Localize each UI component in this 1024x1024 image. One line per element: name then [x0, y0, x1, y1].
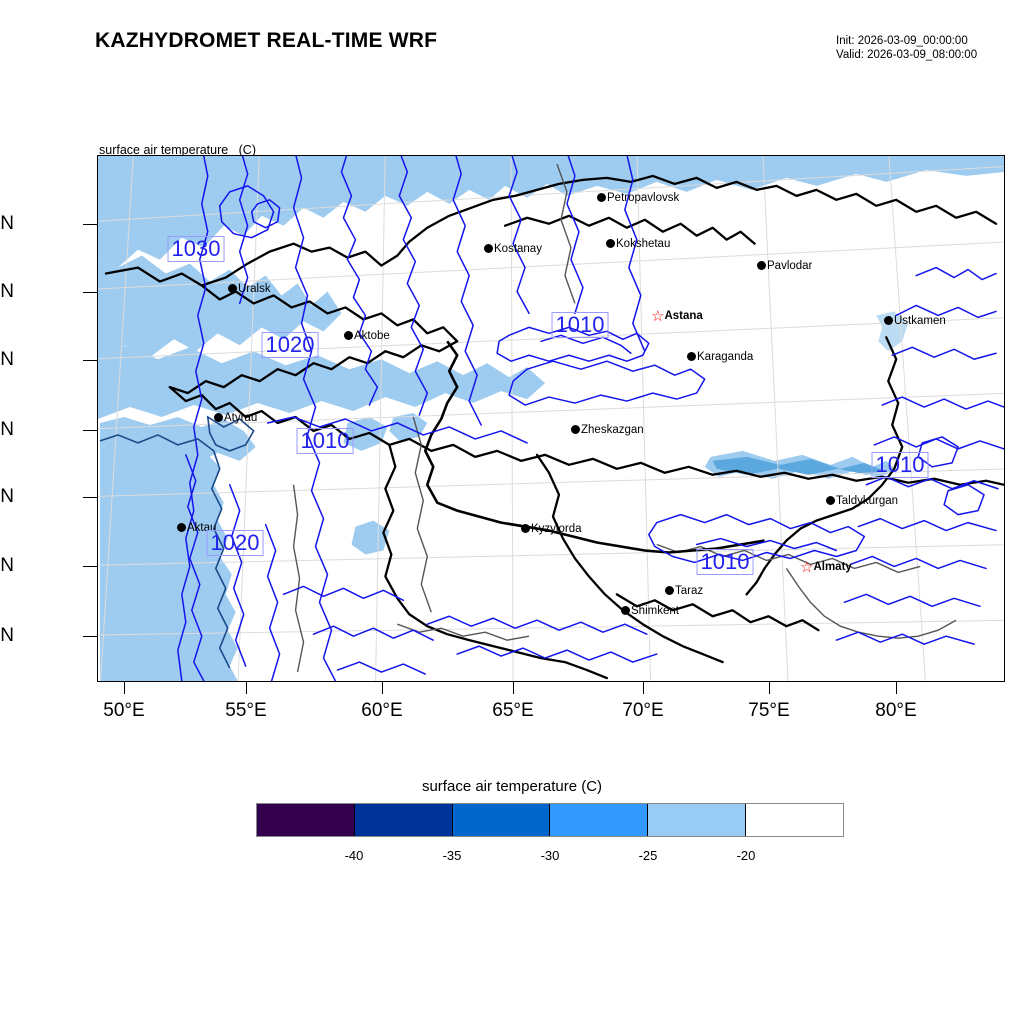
- longitude-tick: [246, 682, 248, 694]
- longitude-tick-label: 50°E: [103, 700, 145, 721]
- longitude-tick-label: 75°E: [748, 700, 790, 721]
- colorbar-segment: [257, 804, 354, 836]
- longitude-tick: [124, 682, 126, 694]
- longitude-tick: [382, 682, 384, 694]
- ili-water: [351, 520, 390, 555]
- admin-boundaries: [292, 163, 957, 673]
- page-title: KAZHYDROMET REAL-TIME WRF: [95, 29, 438, 52]
- field-label-temperature: surface air temperature (C): [99, 143, 256, 157]
- lake-balkhash: [704, 450, 897, 479]
- latitude-tick: [83, 224, 97, 226]
- latitude-tick-label: 48°N: [0, 349, 14, 370]
- latitude-tick-label: 44°N: [0, 486, 14, 507]
- longitude-tick: [643, 682, 645, 694]
- latitude-tick-label: 42°N: [0, 555, 14, 576]
- valid-time: Valid: 2026-03-09_08:00:00: [836, 49, 978, 61]
- longitude-tick-label: 55°E: [225, 700, 267, 721]
- latitude-tick-label: 52°N: [0, 213, 14, 234]
- longitude-tick-label: 60°E: [361, 700, 403, 721]
- map-canvas[interactable]: [97, 155, 1005, 682]
- latitude-tick: [83, 636, 97, 638]
- colorbar-tick-label: -20: [736, 848, 756, 863]
- latitude-tick-label: 46°N: [0, 419, 14, 440]
- caspian-sea: [99, 417, 256, 681]
- latitude-tick-label: 50°N: [0, 281, 14, 302]
- colorbar-tick-label: -35: [442, 848, 462, 863]
- latitude-tick: [83, 566, 97, 568]
- latitude-tick: [83, 430, 97, 432]
- longitude-tick-label: 80°E: [875, 700, 917, 721]
- colorbar-tick-label: -30: [540, 848, 560, 863]
- longitude-tick-label: 70°E: [622, 700, 664, 721]
- colorbar-segment: [745, 804, 843, 836]
- colorbar-segment: [353, 804, 452, 836]
- colorbar-segment: [549, 804, 648, 836]
- init-time: Init: 2026-03-09_00:00:00: [836, 35, 968, 47]
- colorbar-segment: [647, 804, 746, 836]
- temperature-shading: [98, 156, 1004, 419]
- colorbar-tick-label: -40: [344, 848, 364, 863]
- colorbar[interactable]: [256, 803, 844, 837]
- caspian-coastline: [99, 415, 255, 669]
- country-borders: [104, 174, 1004, 680]
- latitude-tick: [83, 360, 97, 362]
- colorbar-segment: [451, 804, 550, 836]
- forecast-timestamps: Init: 2026-03-09_00:00:00 Valid: 2026-03…: [836, 34, 977, 62]
- colorbar-title: surface air temperature (C): [421, 778, 603, 795]
- map-graphics: [98, 156, 1004, 681]
- colorbar-tick-label: -25: [638, 848, 658, 863]
- latitude-tick-label: 40°N: [0, 625, 14, 646]
- latitude-tick: [83, 497, 97, 499]
- longitude-tick: [769, 682, 771, 694]
- longitude-tick: [896, 682, 898, 694]
- longitude-tick: [513, 682, 515, 694]
- latitude-tick: [83, 292, 97, 294]
- longitude-tick-label: 65°E: [492, 700, 534, 721]
- kazakhstan-outline: [423, 340, 765, 554]
